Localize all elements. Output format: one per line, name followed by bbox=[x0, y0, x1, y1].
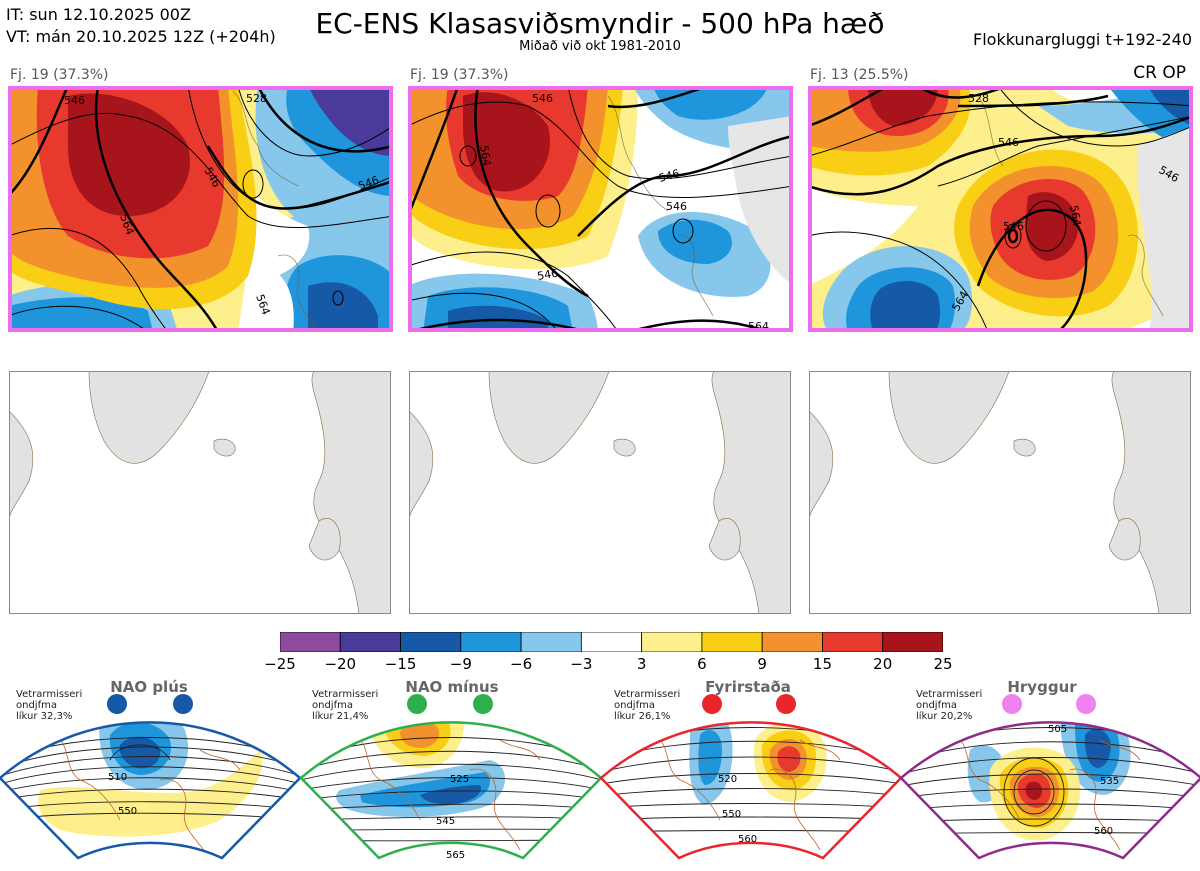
colorbar-tick-label: 15 bbox=[812, 655, 832, 673]
colorbar-tick-label: 6 bbox=[697, 655, 707, 673]
cluster-3-contour-label: 528 bbox=[968, 92, 989, 105]
cluster-3-frame bbox=[808, 86, 1193, 332]
regime-3-dot bbox=[776, 694, 796, 714]
colorbar-swatch bbox=[641, 632, 703, 652]
cluster-2-label: Fj. 19 (37.3%) bbox=[410, 67, 509, 83]
colorbar-tick-label: 3 bbox=[636, 655, 647, 673]
cluster-2-contour-label: 564 bbox=[748, 320, 769, 332]
regime-1-border bbox=[0, 721, 302, 860]
colorbar-tick-label: −6 bbox=[510, 655, 533, 673]
regime-2-contour-label: 525 bbox=[450, 774, 469, 785]
regime-3-dot bbox=[702, 694, 722, 714]
cluster-3-contour-label: 546 bbox=[998, 136, 1019, 149]
regime-3-contour-label: 550 bbox=[722, 809, 741, 820]
regime-1-title: NAO plús bbox=[110, 678, 188, 696]
regime-4-dot bbox=[1076, 694, 1096, 714]
regime-3-title: Fyrirstaða bbox=[705, 678, 791, 696]
colorbar-swatch bbox=[580, 632, 643, 652]
regime-1-dot bbox=[107, 694, 127, 714]
cluster-3-contour-label: 546 bbox=[1003, 220, 1024, 233]
cluster-3-contour-label: 564 bbox=[1067, 204, 1083, 227]
base-map-2[interactable] bbox=[409, 371, 791, 614]
colorbar-swatch bbox=[400, 632, 462, 652]
initial-time: IT: sun 12.10.2025 00Z bbox=[6, 5, 191, 24]
regime-1-info: Vetrarmisseri ondjfma líkur 32,3% bbox=[16, 689, 83, 722]
cluster-3-map[interactable]: 528 546 546 546 564 564 bbox=[808, 86, 1193, 332]
colorbar-tick-label: 25 bbox=[933, 655, 953, 673]
cluster-2-contour-label: 546 bbox=[536, 267, 559, 283]
page-title: EC-ENS Klasasviðsmyndir - 500 hPa hæð bbox=[315, 7, 885, 40]
colorbar-tick-label: −25 bbox=[264, 655, 296, 673]
regime-3-info: Vetrarmisseri ondjfma líkur 26,1% bbox=[614, 689, 681, 722]
cluster-2-contour-label: 546 bbox=[532, 92, 553, 105]
header-times: IT: sun 12.10.2025 00Z VT: mán 20.10.202… bbox=[6, 4, 276, 48]
regime-1-contour-label: 510 bbox=[108, 772, 127, 783]
colorbar-swatch bbox=[339, 632, 401, 652]
regime-2-contour-label: 565 bbox=[446, 850, 465, 861]
colorbar bbox=[280, 632, 943, 652]
colorbar-swatch bbox=[822, 632, 884, 652]
colorbar-swatch bbox=[761, 632, 823, 652]
cluster-2-contour-label: 564 bbox=[477, 144, 493, 167]
cluster-2-frame bbox=[408, 86, 793, 332]
regime-2-info: Vetrarmisseri ondjfma líkur 21,4% bbox=[312, 689, 379, 722]
colorbar-swatch bbox=[882, 632, 943, 652]
colorbar-tick-label: −9 bbox=[449, 655, 472, 673]
colorbar-swatch bbox=[520, 632, 582, 652]
regime-maps[interactable]: 510 550 525 545 565 520 550 560 505 535 … bbox=[0, 690, 1200, 871]
regime-4-border bbox=[899, 721, 1200, 860]
regime-2-contour-label: 545 bbox=[436, 816, 455, 827]
colorbar-tick-label: −20 bbox=[324, 655, 357, 673]
colorbar-swatch bbox=[280, 632, 341, 652]
regime-4-contour-label: 505 bbox=[1048, 724, 1067, 735]
regime-4-title: Hryggur bbox=[1007, 678, 1077, 696]
regime-2-dot bbox=[473, 694, 493, 714]
cluster-3-label: Fj. 13 (25.5%) bbox=[810, 67, 909, 83]
colorbar-tick-label: 20 bbox=[873, 655, 893, 673]
regime-3-border bbox=[599, 721, 903, 860]
regime-3-contour-label: 520 bbox=[718, 774, 737, 785]
cluster-1-label: Fj. 19 (37.3%) bbox=[10, 67, 109, 83]
cluster-1-contour-label: 546 bbox=[64, 94, 85, 107]
cluster-1-map[interactable]: 546 564 546 546 564 528 bbox=[8, 86, 393, 332]
base-map-1[interactable] bbox=[9, 371, 391, 614]
regime-4-dot bbox=[1002, 694, 1022, 714]
cluster-2-contour-label: 546 bbox=[666, 200, 687, 213]
cluster-2-map[interactable]: 564 546 546 546 564 546 bbox=[408, 86, 793, 332]
base-map-3[interactable] bbox=[809, 371, 1191, 614]
cluster-1-frame bbox=[8, 86, 393, 332]
colorbar-tick-label: −3 bbox=[570, 655, 593, 673]
regime-2-title: NAO mínus bbox=[405, 678, 499, 696]
regime-2-border bbox=[299, 721, 603, 860]
page-subtitle: Miðað við okt 1981-2010 bbox=[519, 39, 681, 54]
regime-4-contour-label: 560 bbox=[1094, 826, 1113, 837]
cluster-1-contour-label: 528 bbox=[246, 92, 267, 105]
regime-4-contour-label: 535 bbox=[1100, 776, 1119, 787]
colorbar-tick-label: 9 bbox=[757, 655, 767, 673]
cluster-2-contour-label: 546 bbox=[657, 167, 681, 185]
regime-3-contour-label: 560 bbox=[738, 834, 757, 845]
regime-1-contour-label: 550 bbox=[118, 806, 137, 817]
regime-dots bbox=[107, 694, 1096, 714]
regime-1-dot bbox=[173, 694, 193, 714]
classification-window: Flokkunargluggi t+192-240 bbox=[973, 30, 1192, 49]
regime-2-dot bbox=[407, 694, 427, 714]
cr-op-label: CR OP bbox=[1133, 63, 1186, 83]
colorbar-swatch bbox=[701, 632, 763, 652]
colorbar-tick-label: −15 bbox=[384, 655, 417, 673]
colorbar-swatch bbox=[460, 632, 522, 652]
valid-time: VT: mán 20.10.2025 12Z (+204h) bbox=[6, 27, 276, 46]
regime-4-info: Vetrarmisseri ondjfma líkur 20,2% bbox=[916, 689, 983, 722]
